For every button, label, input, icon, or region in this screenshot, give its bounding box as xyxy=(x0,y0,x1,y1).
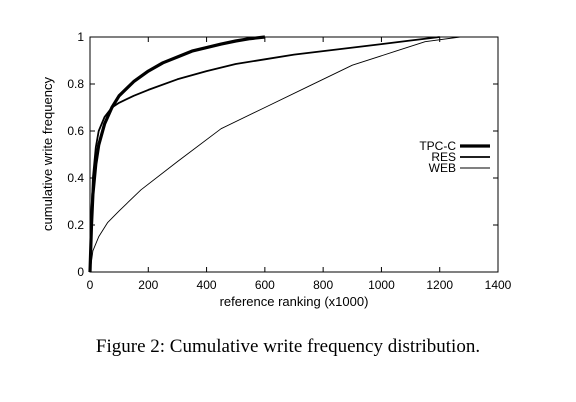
series-lines xyxy=(88,35,461,273)
y-tick-label: 0.8 xyxy=(67,77,84,91)
cdf-chart: 0 200 400 600 800 1000 1200 140000.20.40.60.81 … xyxy=(40,30,512,309)
x-tick-label: 400 xyxy=(197,278,217,292)
series-line-tpc-c xyxy=(88,35,266,273)
x-tick-label: 800 xyxy=(313,278,333,292)
series-line-res xyxy=(89,36,440,273)
axis-ticks: 0 200 400 600 800 1000 1200 1400 0 0.2 0.4 0.6 0.8 1 xyxy=(67,30,511,292)
x-tick-label: 600 xyxy=(255,278,275,292)
x-tick-label: 1000 xyxy=(368,278,395,292)
x-tick-label: 0 xyxy=(87,278,94,292)
y-tick-label: 0.6 xyxy=(67,124,84,138)
y-tick-label: 1 xyxy=(77,30,84,44)
legend-label: RES xyxy=(431,150,456,164)
figure-caption: Figure 2: Cumulative write frequency dis… xyxy=(95,336,481,357)
legend-label: TPC-C xyxy=(419,139,456,153)
series-line-web xyxy=(89,36,461,273)
y-tick-label: 0.2 xyxy=(67,218,84,232)
x-axis-label: reference ranking (x1000) xyxy=(220,294,369,309)
y-axis-label: cumulative write frequency xyxy=(40,77,55,231)
plot-frame xyxy=(89,36,499,273)
x-tick-label: 1200 xyxy=(426,278,453,292)
legend-label: WEB xyxy=(429,161,456,175)
y-tick-label: 0.4 xyxy=(67,171,84,185)
x-tick-label: 200 xyxy=(138,278,158,292)
y-tick-label: 0 xyxy=(77,265,84,279)
x-tick-label: 1400 xyxy=(485,278,512,292)
